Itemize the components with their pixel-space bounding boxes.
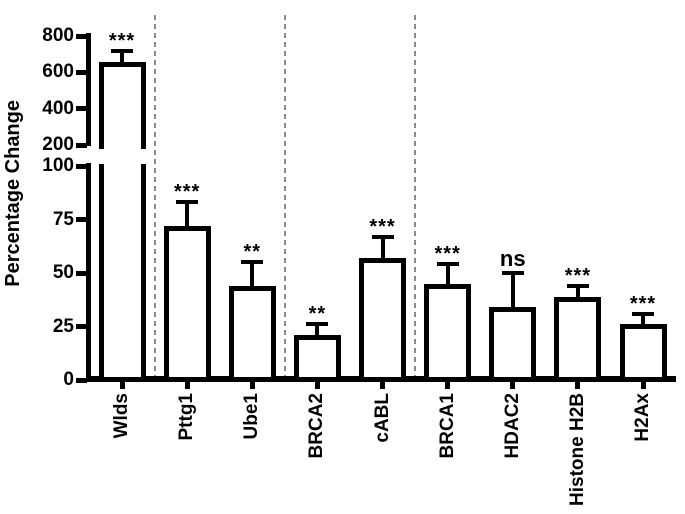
bar-Wlds-lower <box>98 164 146 377</box>
bar-BRCA1 <box>424 283 472 377</box>
significance-label-H2Ax: *** <box>629 292 657 315</box>
x-tick-Wlds <box>119 382 125 389</box>
y-tick-25 <box>76 324 87 329</box>
y-tick-label-600: 600 <box>42 61 74 83</box>
y-tick-400 <box>76 106 87 112</box>
error-bar-BRCA1 <box>445 264 450 287</box>
y-tick-100 <box>76 163 87 169</box>
x-axis-line <box>86 376 676 382</box>
significance-label-cABL: *** <box>369 215 396 238</box>
y-tick-label-75: 75 <box>52 208 74 230</box>
y-axis-title: Percentage Change <box>2 100 24 287</box>
error-bar-cap-Ube1 <box>241 260 264 265</box>
error-bar-Wlds <box>120 51 124 66</box>
x-category-label-cABL: cABL <box>371 393 393 443</box>
group-separator-line <box>153 15 156 376</box>
y-tick-label-100: 100 <box>42 155 74 176</box>
x-category-label-BRCA2: BRCA2 <box>306 393 328 459</box>
x-tick-cABL <box>380 382 385 389</box>
y-tick-50 <box>76 270 87 276</box>
x-category-label-Ube1: Ube1 <box>241 393 263 440</box>
x-tick-Ube1 <box>249 382 255 389</box>
x-tick-BRCA2 <box>314 382 320 389</box>
error-bar-cap-BRCA2 <box>306 322 329 327</box>
error-bar-Ube1 <box>250 262 255 289</box>
error-bar-cap-H2Ax <box>632 311 654 316</box>
x-category-label-H2Ax: H2Ax <box>632 393 653 442</box>
significance-label-Pttg1: *** <box>173 181 201 204</box>
bar-Ube1 <box>228 285 276 377</box>
significance-label-Wlds: *** <box>108 30 136 53</box>
y-tick-label-0: 0 <box>63 369 74 390</box>
bar-Histone H2B <box>554 296 602 377</box>
significance-label-Ube1: ** <box>243 241 262 264</box>
x-category-label-Pttg1: Pttg1 <box>176 393 198 441</box>
significance-label-BRCA2: ** <box>308 303 327 326</box>
error-bar-cap-Pttg1 <box>176 200 199 205</box>
error-bar-cap-cABL <box>371 234 394 239</box>
error-bar-Pttg1 <box>185 202 190 229</box>
x-category-label-Wlds: Wlds <box>111 393 132 439</box>
x-category-label-Histone H2B: Histone H2B <box>566 393 588 506</box>
significance-label-BRCA1: *** <box>434 243 461 266</box>
y-tick-label-400: 400 <box>42 97 74 119</box>
x-tick-H2Ax <box>640 382 646 389</box>
y-tick-75 <box>76 217 87 222</box>
group-separator-line <box>283 15 286 376</box>
significance-label-Histone H2B: *** <box>564 264 592 287</box>
y-tick-label-50: 50 <box>52 262 74 283</box>
y-tick-0 <box>76 377 87 383</box>
y-axis-upper-segment <box>86 33 91 146</box>
bar-H2Ax <box>619 324 667 377</box>
error-bar-cABL <box>380 236 385 261</box>
x-tick-Histone H2B <box>575 382 581 389</box>
y-axis-lower-segment <box>86 163 91 382</box>
y-tick-600 <box>76 69 87 75</box>
error-bar-BRCA2 <box>315 324 320 339</box>
group-separator-line <box>414 15 417 376</box>
significance-label-HDAC2: ns <box>499 246 526 271</box>
x-tick-BRCA1 <box>445 382 451 389</box>
bar-Pttg1 <box>163 225 211 377</box>
y-tick-label-800: 800 <box>42 25 74 46</box>
x-tick-HDAC2 <box>510 382 516 389</box>
error-bar-cap-BRCA1 <box>436 262 459 267</box>
bar-Wlds-upper <box>98 62 146 149</box>
error-bar-HDAC2 <box>510 273 515 311</box>
y-tick-800 <box>76 33 87 39</box>
bar-BRCA2 <box>293 335 341 377</box>
y-tick-label-25: 25 <box>52 315 74 337</box>
x-tick-Pttg1 <box>184 382 190 389</box>
error-bar-cap-Wlds <box>111 49 133 54</box>
error-bar-H2Ax <box>641 313 645 328</box>
bar-HDAC2 <box>489 307 537 377</box>
y-tick-label-200: 200 <box>42 134 74 155</box>
error-bar-cap-HDAC2 <box>501 271 524 275</box>
error-bar-cap-Histone H2B <box>566 283 589 288</box>
x-category-label-HDAC2: HDAC2 <box>501 393 523 459</box>
x-category-label-BRCA1: BRCA1 <box>436 393 458 459</box>
bar-cABL <box>359 258 406 377</box>
error-bar-Histone H2B <box>575 285 580 300</box>
y-tick-200 <box>76 142 87 148</box>
